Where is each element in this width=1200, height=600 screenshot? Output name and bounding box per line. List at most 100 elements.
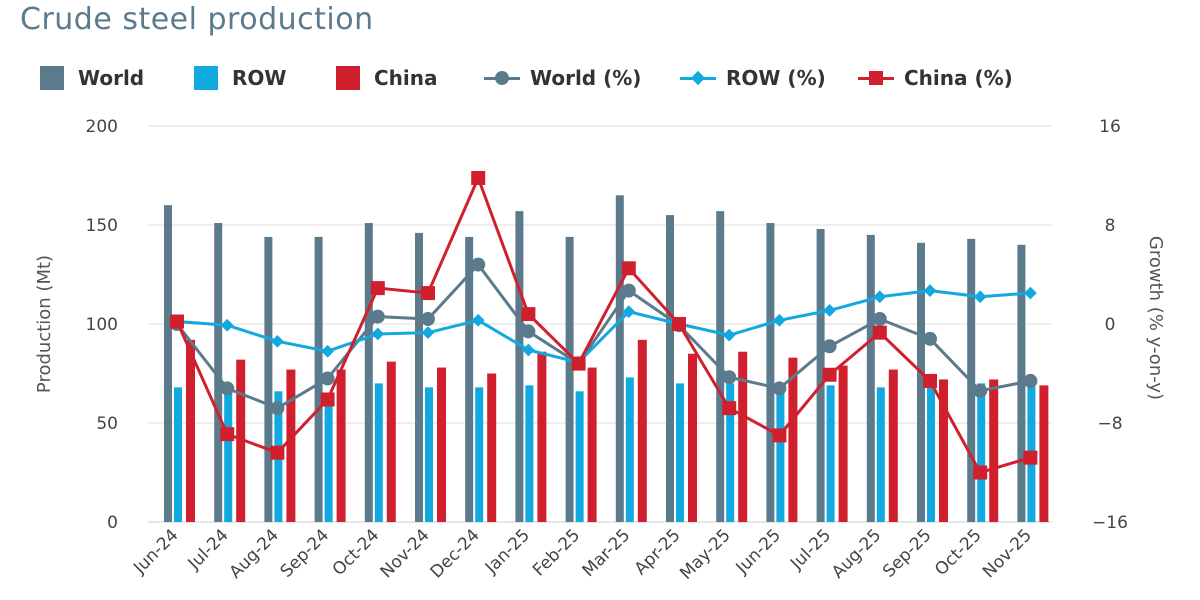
x-tick-label: Dec-24 [427, 525, 484, 582]
legend-item-china[interactable]: China [336, 66, 438, 90]
bar-row-jun-25 [776, 385, 785, 522]
line-row [176, 289, 1031, 364]
bar-world-sep-25 [917, 242, 925, 522]
bar-row-may-25 [726, 383, 735, 522]
bar-china-aug-25 [888, 369, 898, 522]
bar-china-jun-25 [788, 357, 798, 522]
marker-row-jun-25 [773, 313, 786, 327]
marker-row-may-25 [722, 328, 736, 342]
marker-china-mar-25 [621, 261, 636, 276]
bar-row-dec-24 [475, 387, 484, 522]
bar-china-oct-24 [386, 361, 396, 522]
marker-world-may-25 [722, 370, 737, 385]
bar-world-sep-24 [314, 236, 323, 522]
chart-title: Crude steel production [20, 2, 374, 37]
marker-world-jun-25 [772, 381, 787, 396]
marker-china-oct-25 [973, 465, 988, 480]
legend-label-world-pct: World (%) [530, 66, 642, 90]
bar-world-mar-25 [615, 195, 624, 523]
legend-swatch-row [194, 66, 218, 90]
legend-label-world: World [78, 66, 145, 90]
marker-world-jan-25 [521, 324, 536, 339]
bar-china-feb-25 [587, 367, 597, 522]
y-left-axis-title: Production (Mt) [34, 255, 55, 393]
bar-china-dec-24 [487, 373, 497, 522]
legend-item-row[interactable]: ROW [194, 66, 286, 90]
marker-world-jul-24 [220, 381, 235, 396]
bar-world-jul-24 [214, 223, 223, 522]
marker-china-oct-24 [370, 281, 385, 296]
bar-world-oct-24 [364, 223, 373, 522]
legend-item-row-pct[interactable]: ROW (%) [680, 66, 826, 90]
legend-swatch-world [40, 66, 64, 90]
y-left-tick-label: 150 [86, 216, 118, 236]
legend-label-china-pct: China (%) [904, 66, 1013, 90]
x-tick-label: Jun-25 [732, 525, 785, 578]
bar-world-jun-25 [766, 223, 775, 522]
bar-china-jul-24 [236, 359, 246, 522]
legend-item-world[interactable]: World [40, 66, 144, 90]
bar-row-sep-25 [927, 385, 935, 522]
bar-china-jul-25 [838, 365, 848, 522]
marker-row-oct-24 [371, 327, 385, 341]
marker-china-jun-24 [170, 314, 184, 329]
marker-china-dec-24 [471, 170, 486, 185]
marker-row-nov-25 [1024, 286, 1037, 300]
bar-row-jun-24 [174, 387, 182, 522]
marker-china-jan-25 [521, 307, 536, 322]
x-tick-label: Aug-25 [828, 525, 885, 582]
bar-world-dec-24 [465, 236, 474, 522]
legend: World ROW China World (%) ROW (%) China … [0, 66, 1200, 100]
y-right-tick-label: 8 [1105, 216, 1116, 236]
marker-row-jul-24 [220, 318, 234, 332]
marker-world-oct-25 [973, 383, 988, 398]
legend-item-china-pct[interactable]: China (%) [858, 66, 1013, 90]
legend-label-row-pct: ROW (%) [726, 66, 826, 90]
marker-world-sep-25 [923, 331, 937, 346]
legend-item-world-pct[interactable]: World (%) [484, 66, 641, 90]
x-tick-label: Nov-24 [377, 525, 434, 582]
bar-row-jul-24 [224, 385, 233, 522]
bar-row-mar-25 [625, 377, 634, 522]
bar-china-sep-25 [939, 379, 948, 522]
marker-china-apr-25 [672, 317, 686, 331]
marker-china-aug-24 [270, 445, 285, 460]
y-left-tick-label: 100 [86, 315, 118, 335]
marker-world-aug-24 [270, 401, 285, 416]
bar-china-nov-24 [437, 367, 446, 522]
x-tick-label: Jul-24 [184, 525, 233, 574]
bar-world-feb-25 [565, 236, 574, 522]
marker-china-nov-25 [1023, 450, 1038, 465]
bar-row-apr-25 [676, 383, 684, 522]
marker-world-jul-25 [822, 339, 837, 354]
legend-line-world-pct [484, 66, 520, 90]
marker-world-sep-24 [320, 371, 335, 386]
bar-row-nov-24 [425, 387, 433, 522]
marker-world-aug-25 [872, 312, 887, 327]
bar-china-jan-25 [537, 351, 547, 522]
x-tick-label: Sep-24 [277, 525, 333, 581]
bar-world-nov-24 [415, 232, 423, 523]
marker-world-dec-24 [471, 257, 486, 272]
bar-world-jan-25 [515, 211, 524, 522]
marker-china-aug-25 [872, 325, 887, 340]
bar-china-jun-24 [186, 339, 195, 522]
bar-china-nov-25 [1039, 385, 1049, 522]
y-right-axis-title: Growth (% y-on-y) [1145, 236, 1166, 400]
bar-world-jun-24 [164, 205, 172, 522]
bar-world-jul-25 [816, 228, 825, 522]
marker-china-jun-25 [772, 428, 787, 443]
marker-row-dec-24 [471, 313, 485, 327]
marker-row-jul-25 [823, 304, 836, 317]
bar-china-apr-25 [688, 353, 697, 522]
marker-china-feb-25 [571, 356, 586, 371]
x-tick-label: Aug-24 [226, 525, 283, 582]
marker-world-oct-24 [370, 309, 385, 324]
y-left-tick-label: 50 [96, 414, 118, 434]
legend-label-china: China [374, 66, 438, 90]
marker-row-aug-24 [271, 334, 284, 348]
legend-line-row-pct [680, 66, 716, 90]
x-tick-label: Jul-25 [786, 525, 835, 574]
bar-row-jul-25 [826, 385, 835, 522]
